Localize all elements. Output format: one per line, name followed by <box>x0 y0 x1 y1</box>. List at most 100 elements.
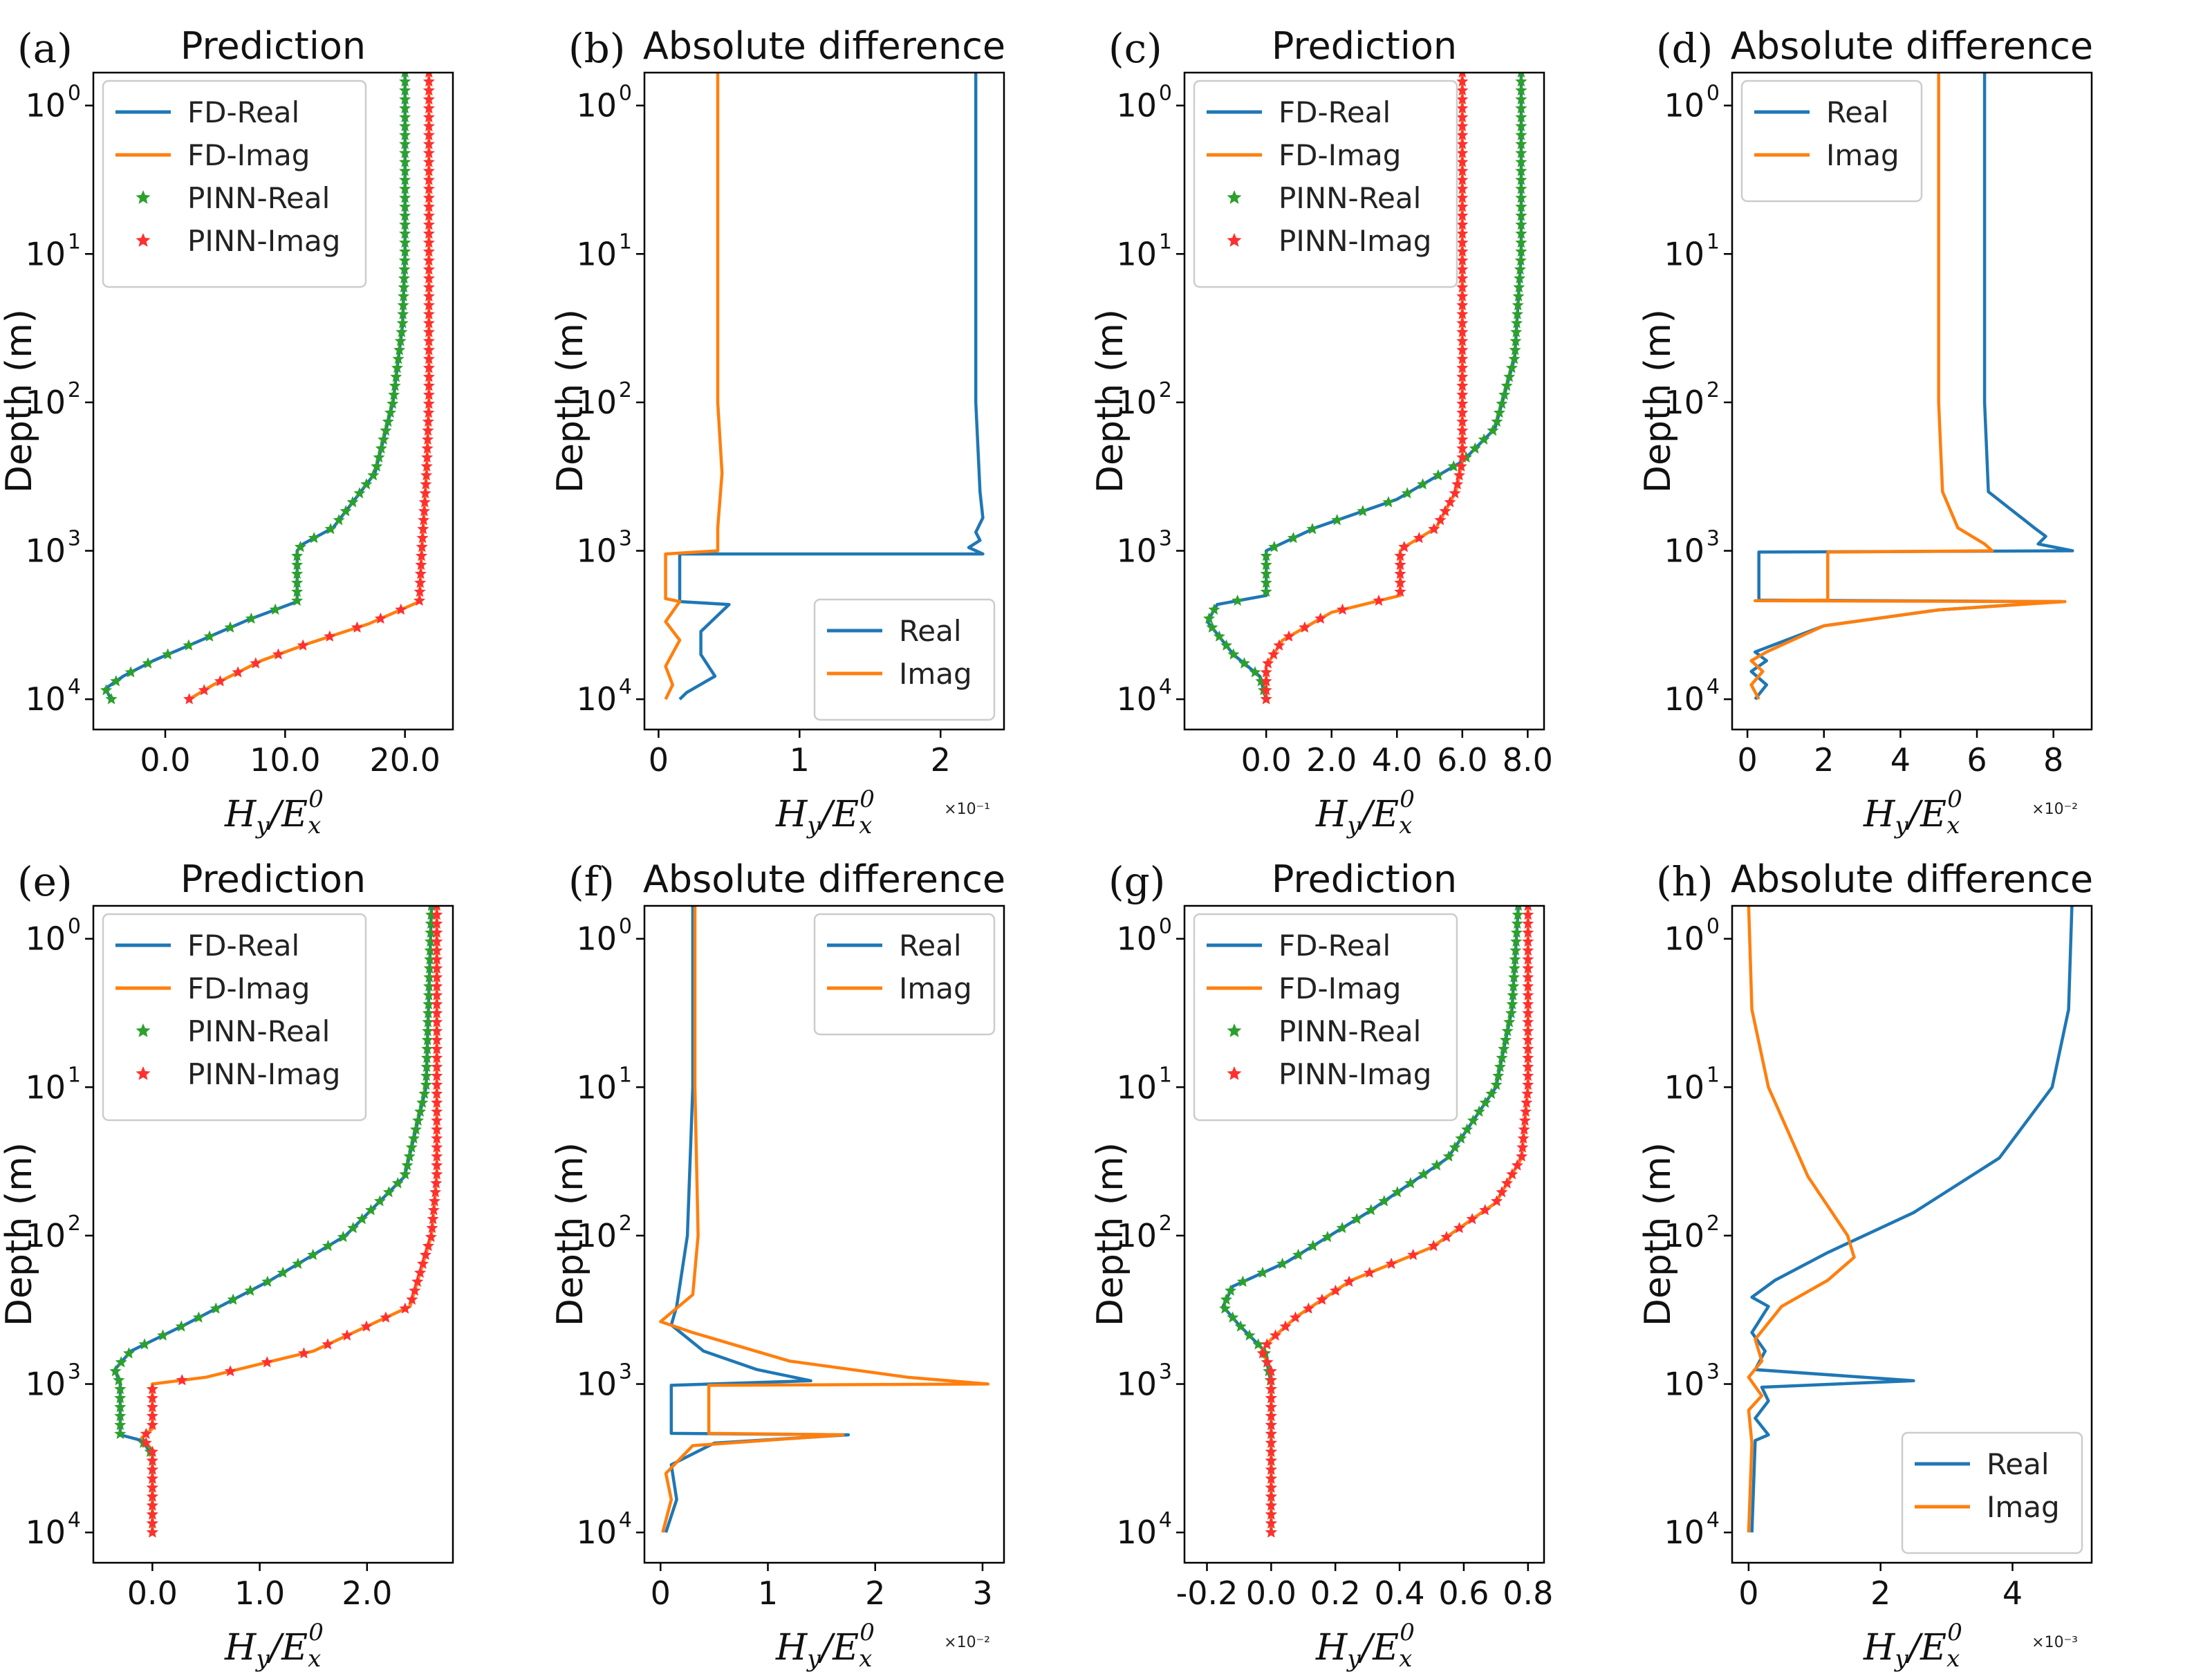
marker-point <box>146 1481 158 1493</box>
marker-point <box>122 1347 135 1359</box>
marker-point <box>431 1150 443 1162</box>
marker-point <box>100 684 113 696</box>
marker-point <box>391 1177 404 1189</box>
x-axis-label-part: H <box>224 1627 257 1669</box>
marker-point <box>1493 406 1505 418</box>
marker-point <box>1273 639 1285 651</box>
y-tick-exp: 1 <box>619 1063 632 1087</box>
marker-point <box>140 1436 152 1448</box>
y-tick-exp: 1 <box>68 230 81 254</box>
marker-point <box>431 935 443 947</box>
marker-point <box>1510 326 1523 337</box>
x-axis-label-part: 0 <box>859 1619 875 1646</box>
marker-point <box>1522 1034 1534 1046</box>
marker-point <box>1427 1239 1440 1252</box>
marker-point <box>398 263 411 275</box>
marker-point <box>114 1392 127 1404</box>
marker-point <box>427 906 436 911</box>
marker-point <box>429 1186 442 1198</box>
marker-point <box>1203 612 1216 624</box>
marker-point <box>1456 353 1469 364</box>
marker-point <box>124 666 137 678</box>
marker-point <box>398 281 410 292</box>
marker-point <box>322 1239 335 1252</box>
legend-entry-label: Real <box>899 614 962 648</box>
marker-point <box>1456 398 1469 409</box>
marker-point <box>1265 1445 1277 1457</box>
marker-point <box>1302 1302 1314 1314</box>
x-axis-label-part: H <box>1863 1627 1896 1669</box>
marker-point <box>425 1231 437 1243</box>
marker-point <box>1265 1499 1277 1511</box>
marker-point <box>431 1078 443 1090</box>
y-tick-base: 10 <box>1116 1068 1157 1106</box>
marker-point <box>431 998 443 1010</box>
marker-point <box>1498 389 1511 400</box>
marker-point <box>1522 908 1534 920</box>
marker-point <box>398 272 410 284</box>
marker-point <box>356 1213 369 1225</box>
marker-point <box>416 532 429 544</box>
marker-point <box>399 227 411 239</box>
y-tick-exp: 1 <box>1159 1063 1172 1087</box>
marker-point <box>375 442 387 454</box>
marker-point <box>431 1043 443 1055</box>
legend-entry-label: FD-Real <box>1279 95 1391 129</box>
marker-point <box>1394 567 1406 579</box>
y-tick-exp: 2 <box>68 1211 81 1236</box>
marker-point <box>392 353 405 364</box>
y-tick-exp: 2 <box>1159 378 1172 402</box>
x-tick-label: 0.2 <box>1310 1575 1361 1612</box>
y-tick-label: 10 0 <box>25 915 81 958</box>
series-real-line <box>664 906 851 1533</box>
y-tick-label: 10 0 <box>576 915 632 958</box>
y-tick-base: 10 <box>576 1068 617 1106</box>
marker-point <box>1391 1186 1404 1198</box>
x-tick-label: 0 <box>649 741 669 779</box>
panel-label: (g) <box>1108 858 1165 905</box>
x-axis-label-part: y <box>1346 812 1361 839</box>
marker-point <box>269 603 281 615</box>
marker-point <box>422 980 436 992</box>
marker-point <box>418 514 430 526</box>
x-tick-label: 4 <box>2002 1575 2023 1612</box>
marker-point <box>1511 917 1523 929</box>
marker-point <box>1487 424 1499 436</box>
marker-point <box>1456 174 1469 185</box>
marker-point <box>1515 111 1527 122</box>
marker-point <box>1456 371 1469 382</box>
panel-label: (f) <box>568 858 615 905</box>
x-axis-label-part: /E <box>1905 794 1947 835</box>
y-tick-label: 10 0 <box>1664 915 1720 958</box>
marker-point <box>1522 998 1534 1010</box>
marker-point <box>431 1052 443 1063</box>
y-tick-base: 10 <box>576 1217 617 1254</box>
x-tick-label: 3 <box>972 1575 992 1612</box>
y-tick-label: 10 0 <box>576 82 632 124</box>
legend-entry-label: Imag <box>1826 138 1899 172</box>
y-tick-base: 10 <box>1664 384 1704 421</box>
marker-point <box>114 1400 127 1413</box>
marker-point <box>399 165 411 176</box>
marker-point <box>1456 433 1469 445</box>
marker-point <box>1265 1427 1277 1440</box>
marker-point <box>431 1141 443 1153</box>
series-imag-line <box>664 73 724 700</box>
marker-point <box>1292 1248 1305 1261</box>
marker-point <box>422 147 435 158</box>
marker-point <box>391 362 403 373</box>
marker-point <box>146 1383 158 1395</box>
marker-point <box>1510 935 1523 947</box>
marker-point <box>431 917 443 929</box>
marker-point <box>1343 1275 1355 1287</box>
marker-point <box>1456 424 1469 436</box>
marker-point <box>261 1275 274 1287</box>
y-tick-exp: 2 <box>619 1211 632 1236</box>
marker-point <box>1501 1025 1514 1037</box>
marker-point <box>1418 1168 1430 1180</box>
marker-point <box>422 236 435 248</box>
marker-point <box>1507 989 1519 1001</box>
marker-point <box>431 1016 443 1028</box>
x-tick-label: 6 <box>1967 741 1987 779</box>
